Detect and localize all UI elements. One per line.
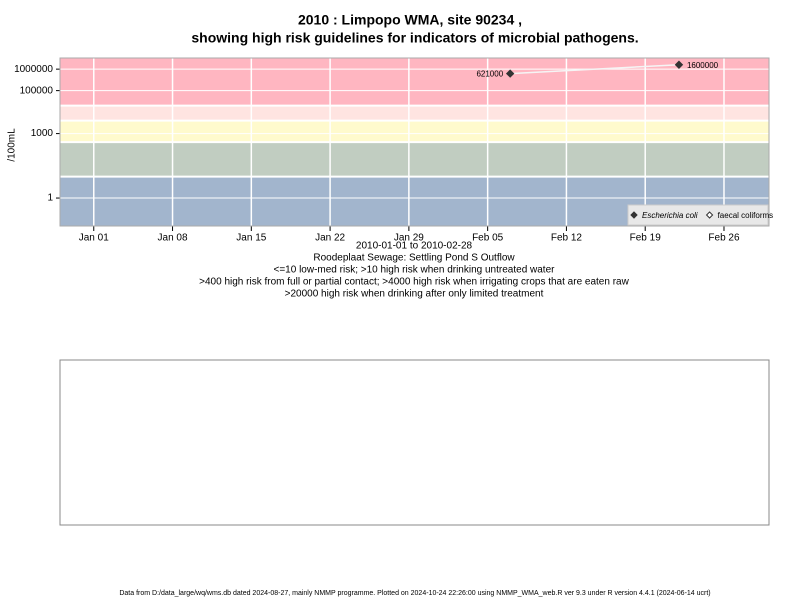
x-tick-label: Feb 05: [472, 233, 504, 244]
legend-marker: [705, 211, 714, 219]
data-label: 621000: [476, 70, 503, 79]
x-tick-label: Feb 12: [551, 233, 583, 244]
data-label: 1600000: [687, 61, 719, 70]
chart-title: 2010 : Limpopo WMA, site 90234 ,: [298, 12, 522, 28]
legend-label: Escherichia coli: [642, 211, 698, 220]
x-tick-label: Jan 01: [79, 233, 109, 244]
risk-band: [60, 120, 769, 143]
risk-band: [60, 142, 769, 177]
x-tick-label: Jan 08: [158, 233, 188, 244]
footer: Data from D:/data_large/wq/wms.db dated …: [119, 590, 710, 597]
caption: Roodeplaat Sewage: Settling Pond S Outfl…: [313, 253, 515, 264]
point: [674, 60, 684, 69]
y-axis-label: /100mL: [7, 128, 18, 162]
x-tick-label: Feb 26: [708, 233, 740, 244]
chart-subtitle: showing high risk guidelines for indicat…: [191, 30, 638, 46]
x-tick-label: Feb 19: [630, 233, 662, 244]
caption: <=10 low-med risk; >10 high risk when dr…: [274, 265, 556, 276]
risk-band: [60, 105, 769, 121]
legend-marker: [630, 211, 638, 219]
caption: >20000 high risk when drinking after onl…: [285, 289, 544, 300]
y-tick-label: 1000000: [14, 64, 53, 75]
y-tick-label: 1: [47, 193, 53, 204]
y-tick-label: 100000: [20, 85, 54, 96]
caption: 2010-01-01 to 2010-02-28: [356, 241, 473, 252]
x-tick-label: Jan 22: [315, 233, 345, 244]
y-tick-label: 1000: [31, 128, 54, 139]
x-tick-label: Jan 15: [236, 233, 266, 244]
caption: >400 high risk from full or partial cont…: [199, 277, 629, 288]
point: [505, 69, 515, 78]
empty-panel: [59, 359, 770, 526]
series-line: [510, 64, 680, 75]
legend-box: [627, 204, 769, 226]
plot-frame: [59, 57, 770, 227]
legend-label: faecal coliforms: [718, 211, 774, 220]
x-tick-label: Jan 29: [394, 233, 424, 244]
